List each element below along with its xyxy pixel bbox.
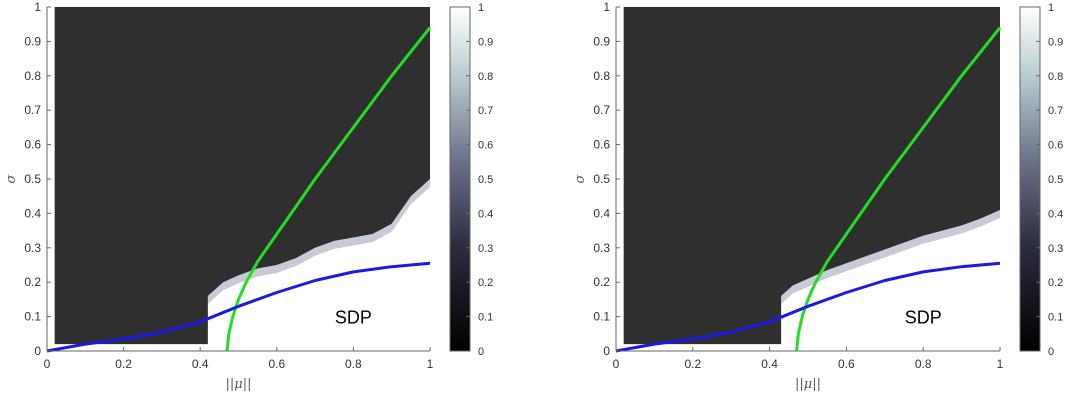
- transition-band: [792, 278, 808, 294]
- y-tick-label: 0: [603, 344, 610, 358]
- y-tick-label: 0.8: [593, 69, 610, 83]
- colorbar-tick-label: 0: [478, 346, 484, 358]
- y-axis-label: σ: [4, 173, 19, 183]
- colorbar-tick-label: 0.3: [478, 243, 493, 255]
- y-tick-label: 0.7: [24, 103, 41, 117]
- transition-band: [223, 275, 239, 291]
- x-tick-label: 1: [997, 357, 1004, 371]
- y-axis-label: σ: [573, 173, 588, 183]
- y-tick-label: 0.2: [593, 275, 610, 289]
- colorbar-tick-label: 0.8: [1048, 71, 1063, 83]
- transition-band: [391, 196, 411, 232]
- chart-panel-2: 0 0.2 0.4 0.6 0.8 1 0 0.1 0.2 0.3 0.4 0.5 0.6 0.7 0.8 0…: [573, 0, 1063, 392]
- transition-band: [942, 225, 962, 239]
- y-tick-label: 0.4: [593, 206, 610, 220]
- transition-band: [353, 234, 373, 246]
- colorbar-tick-label: 0.4: [478, 208, 493, 220]
- blue-curve: [615, 261, 1001, 353]
- x-axis-label: ||μ||: [226, 377, 252, 392]
- y-tick-label: 1: [34, 0, 41, 14]
- transition-band: [980, 209, 1000, 227]
- transition-band: [846, 256, 866, 272]
- transition-band: [334, 237, 354, 249]
- colorbar-tick-label: 0.1: [478, 312, 493, 324]
- x-tick-label: 0.8: [345, 357, 362, 371]
- x-axis-label: ||μ||: [795, 377, 821, 392]
- y-tick-label: 0.9: [24, 34, 41, 48]
- x-tick-label: 0.6: [268, 357, 285, 371]
- green-curve: [795, 26, 1002, 352]
- sdp-annotation: SDP: [905, 307, 942, 327]
- transition-band: [315, 240, 335, 256]
- colorbar-tick-label: 0.2: [478, 277, 493, 289]
- colorbar-tick-label: 0.1: [1048, 312, 1063, 324]
- y-tick-label: 0.1: [24, 310, 41, 324]
- colorbar-tick-label: 0.6: [1048, 140, 1063, 152]
- y-tick-label: 0.2: [24, 275, 41, 289]
- blue-curve: [46, 261, 431, 353]
- transition-band: [865, 249, 885, 265]
- x-tick-label: 0.2: [115, 357, 132, 371]
- colorbar-tick-label: 0.9: [1048, 36, 1063, 48]
- colorbar-tick-label: 0.2: [1048, 277, 1063, 289]
- dark-region: [54, 7, 430, 345]
- x-tick-label: 0.4: [192, 357, 209, 371]
- chart-panel-1: 0 0.2 0.4 0.6 0.8 1 0 0.1 0.2 0.3 0.4 0.5 0.6 0.7 0.8 0…: [4, 0, 493, 392]
- y-tick-label: 0.4: [24, 206, 41, 220]
- transition-band: [257, 265, 277, 277]
- colorbar-tick-label: 0.5: [478, 174, 493, 186]
- y-tick-label: 0.5: [24, 172, 41, 186]
- transition-band: [904, 235, 924, 251]
- y-tick-label: 0.1: [593, 310, 610, 324]
- y-tick-label: 0.6: [593, 138, 610, 152]
- colorbar-tick-label: 0.3: [1048, 243, 1063, 255]
- colorbar-tick-label: 0.6: [478, 140, 493, 152]
- transition-band: [295, 247, 316, 267]
- x-tick-label: 0: [613, 357, 620, 371]
- transition-band: [961, 218, 981, 234]
- transition-band: [781, 285, 793, 304]
- transition-band: [410, 179, 430, 205]
- transition-band: [207, 282, 224, 304]
- colorbar-tick-label: 0.4: [1048, 208, 1063, 220]
- x-tick-label: 1: [427, 357, 434, 371]
- colorbar-tick-label: 0.7: [1048, 105, 1063, 117]
- x-tick-label: 0.4: [761, 357, 778, 371]
- colorbar-tick-label: 0.5: [1048, 174, 1063, 186]
- x-tick-label: 0.2: [684, 357, 701, 371]
- colorbar-tick-label: 0: [1048, 346, 1054, 358]
- transition-band: [276, 258, 296, 273]
- sdp-annotation: SDP: [335, 307, 372, 327]
- y-tick-label: 0.6: [24, 138, 41, 152]
- y-tick-label: 0.3: [24, 241, 41, 255]
- transition-band: [372, 223, 392, 243]
- colorbar-tick-label: 0.9: [478, 36, 493, 48]
- colorbar-tick-label: 0.7: [478, 105, 493, 117]
- colorbar-tick-label: 1: [1048, 2, 1054, 14]
- transition-band: [923, 230, 943, 244]
- y-tick-label: 0.8: [24, 69, 41, 83]
- x-tick-label: 0.6: [838, 357, 855, 371]
- x-tick-label: 0.8: [915, 357, 932, 371]
- y-tick-label: 0: [34, 344, 41, 358]
- transition-band: [884, 242, 904, 258]
- y-tick-label: 0.9: [593, 34, 610, 48]
- colorbar-tick-label: 1: [478, 2, 484, 14]
- colorbar-tick-label: 0.8: [478, 71, 493, 83]
- green-curve: [225, 26, 432, 352]
- dark-region: [623, 7, 1000, 345]
- y-tick-label: 0.5: [593, 172, 610, 186]
- transition-band: [827, 263, 847, 279]
- y-tick-label: 0.3: [593, 241, 610, 255]
- x-tick-label: 0: [44, 357, 51, 371]
- y-tick-label: 1: [603, 0, 610, 14]
- y-tick-label: 0.7: [593, 103, 610, 117]
